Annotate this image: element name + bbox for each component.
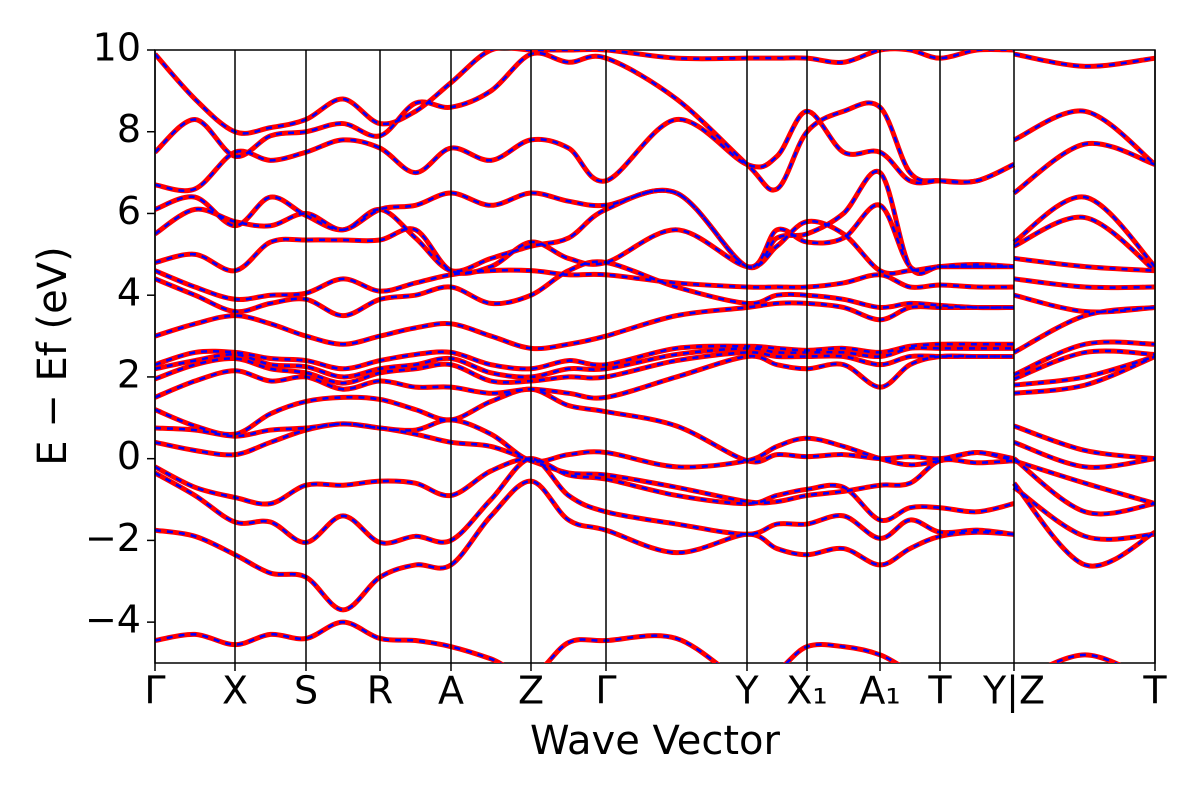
x-tick-label: Γ [144, 669, 165, 713]
x-tick-label: T [1142, 669, 1167, 713]
y-tick-label: 2 [117, 352, 141, 396]
y-tick-label: 0 [117, 434, 141, 478]
band-line [155, 219, 1155, 275]
y-tick-label: −2 [85, 516, 141, 560]
band-line [155, 351, 1155, 387]
band-line [155, 418, 1155, 469]
x-tick-label: R [367, 669, 393, 713]
y-tick-label: 6 [117, 189, 141, 233]
x-tick-label: A₁ [859, 669, 900, 713]
band-line [155, 170, 1155, 275]
y-tick-label: 8 [117, 107, 141, 151]
band-line [155, 268, 1155, 301]
band-line [155, 346, 1155, 381]
band-line [155, 260, 1155, 317]
x-tick-label: Γ [595, 669, 616, 713]
x-tick-label: Z [518, 669, 544, 713]
band-line [155, 340, 1155, 377]
y-axis-label: E − Ef (eV) [30, 246, 76, 465]
band-line [155, 479, 1155, 612]
band-line [155, 387, 1155, 464]
y-tick-label: −4 [85, 598, 141, 642]
y-tick-label: 4 [117, 271, 141, 315]
x-tick-label: Y [734, 669, 759, 713]
y-tick-label: 10 [93, 26, 141, 70]
band-group [155, 50, 1155, 663]
x-tick-label: T [927, 669, 952, 713]
x-tick-label: Y|Z [982, 669, 1045, 714]
band-line [155, 457, 1155, 522]
band-line [155, 457, 1155, 545]
band-line [155, 422, 1155, 505]
band-line [155, 301, 1155, 354]
band-line [155, 110, 1155, 195]
band-line [155, 50, 1155, 135]
x-tick-label: X [222, 669, 248, 713]
band-line [155, 51, 1155, 192]
x-tick-label: X₁ [786, 669, 827, 713]
band-line [155, 354, 1155, 400]
band-line [155, 189, 1155, 273]
x-axis-label: Wave Vector [530, 718, 781, 764]
band-line [155, 620, 1119, 663]
x-tick-label: A [438, 669, 464, 713]
x-tick-label: S [294, 669, 318, 713]
